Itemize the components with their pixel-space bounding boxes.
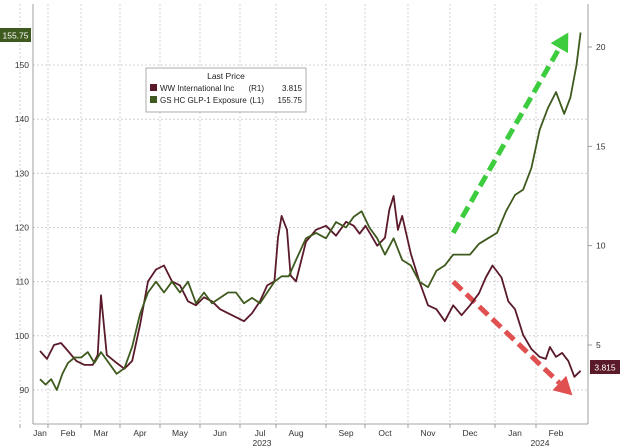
legend-title: Last Price xyxy=(207,71,245,81)
legend-label-glp1: GS HC GLP-1 Exposure xyxy=(160,96,247,105)
legend-last-ww: 3.815 xyxy=(282,84,303,93)
legend-axis-glp1: (L1) xyxy=(250,96,265,105)
right-last-tag-bg xyxy=(590,360,620,374)
x-tick-label: Dec xyxy=(462,428,478,438)
y-right-tick-label: 20 xyxy=(596,42,606,52)
x-tick-label: Oct xyxy=(378,428,392,438)
annotation-arrow-head xyxy=(550,32,569,54)
right-last-tag: 3.815 xyxy=(594,363,616,373)
x-tick-label: Jan xyxy=(33,428,47,438)
annotation-arrow-head xyxy=(552,375,573,396)
legend-label-ww: WW International Inc xyxy=(160,84,234,93)
x-tick-label: Feb xyxy=(549,428,564,438)
x-tick-label: Aug xyxy=(288,428,303,438)
left-last-tag: 155.75 xyxy=(3,31,29,41)
annotation-arrow-shaft xyxy=(451,279,562,385)
x-tick-label: Apr xyxy=(133,428,146,438)
y-left-tick-label: 150 xyxy=(15,60,29,70)
x-tick-label: May xyxy=(172,428,189,438)
last-value-tags: 155.75 3.815 xyxy=(0,28,620,374)
year-label: 2024 xyxy=(531,438,550,448)
x-tick-label: Feb xyxy=(61,428,76,438)
annotation-layer xyxy=(451,32,573,396)
series-layer xyxy=(39,32,582,391)
y-left-tick-label: 120 xyxy=(15,223,29,233)
y-right-tick-label: 5 xyxy=(596,340,601,350)
legend-last-glp1: 155.75 xyxy=(278,96,303,105)
legend: Last Price WW International Inc (R1) 3.8… xyxy=(145,67,307,113)
x-tick-label: Jun xyxy=(213,428,227,438)
y-left-tick-label: 110 xyxy=(15,277,29,287)
x-tick-label: Mar xyxy=(94,428,109,438)
legend-axis-ww: (R1) xyxy=(248,84,264,93)
series-line xyxy=(39,32,582,391)
y-left-tick-label: 90 xyxy=(20,385,30,395)
axis-layer: 90 100 110 120 130 140 150 5 10 15 20 Jan Feb Mar Apr M… xyxy=(15,4,606,448)
grid-layer xyxy=(19,4,588,424)
year-label: 2023 xyxy=(253,438,272,448)
x-tick-label: Jan xyxy=(508,428,522,438)
y-left-tick-label: 140 xyxy=(15,114,29,124)
x-tick-label: Nov xyxy=(420,428,436,438)
y-left-tick-label: 130 xyxy=(15,168,29,178)
x-tick-label: Jul xyxy=(255,428,266,438)
y-right-tick-label: 10 xyxy=(596,241,606,251)
y-right-tick-label: 15 xyxy=(596,141,606,151)
left-last-tag-bg xyxy=(0,28,31,42)
legend-swatch-glp1 xyxy=(150,96,157,103)
x-tick-label: Sep xyxy=(338,428,353,438)
legend-swatch-ww xyxy=(150,84,157,91)
y-left-tick-label: 100 xyxy=(15,331,29,341)
